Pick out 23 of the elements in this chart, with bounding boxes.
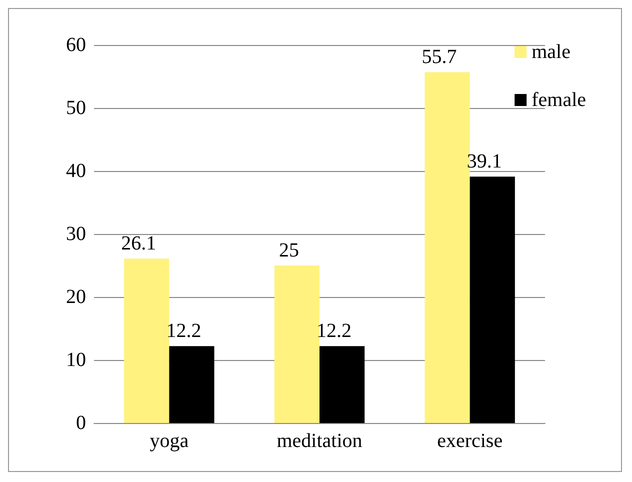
data-label: 25 — [278, 240, 299, 262]
x-tick-label: exercise — [437, 430, 503, 452]
y-tick-label: 50 — [66, 97, 86, 119]
bar — [274, 266, 320, 423]
x-tick-label: yoga — [150, 430, 189, 452]
y-tick-label: 0 — [76, 412, 86, 434]
bar — [124, 258, 170, 423]
bar — [169, 346, 214, 423]
bar — [470, 176, 515, 423]
data-label: 12.2 — [166, 320, 202, 342]
y-tick-label: 60 — [66, 34, 86, 56]
y-tick-label: 30 — [66, 223, 86, 245]
data-label: 26.1 — [121, 232, 156, 255]
y-tick-label: 10 — [66, 349, 86, 371]
legend-label: female — [532, 89, 586, 111]
data-label: 12.2 — [316, 320, 352, 342]
data-label: 55.7 — [422, 46, 457, 68]
y-tick-label: 40 — [66, 160, 86, 182]
y-tick-label: 20 — [66, 286, 86, 308]
bar — [320, 346, 365, 423]
legend-label: male — [532, 41, 571, 63]
data-label: 39.1 — [466, 150, 502, 173]
x-tick-label: meditation — [276, 430, 362, 452]
